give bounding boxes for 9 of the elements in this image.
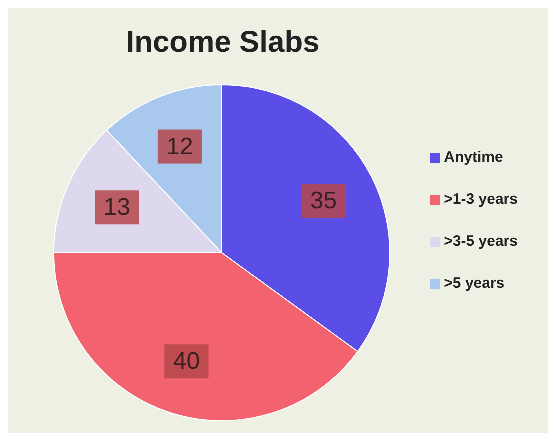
legend-label: >3-5 years	[444, 232, 518, 250]
data-label: 40	[173, 348, 200, 376]
legend-label: >5 years	[444, 274, 505, 292]
data-label: 13	[104, 194, 131, 222]
chart-title: Income Slabs	[125, 26, 321, 60]
data-label: 35	[310, 188, 338, 215]
legend-label: Anytime	[444, 148, 504, 166]
data-label: 12	[166, 133, 194, 160]
legend-label: >1-3 years	[444, 190, 518, 208]
